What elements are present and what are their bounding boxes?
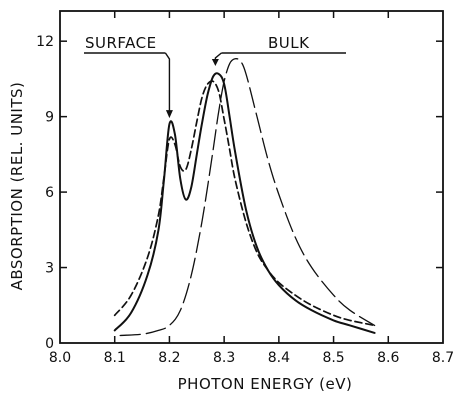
bulk-label: BULK (268, 34, 310, 52)
y-tick-label: 6 (45, 185, 54, 201)
x-tick-label: 8.5 (322, 350, 344, 366)
x-axis-title: PHOTON ENERGY (eV) (178, 375, 353, 393)
x-tick-label: 8.2 (158, 350, 180, 366)
series-line-short-dash (113, 80, 376, 327)
series-line-solid (113, 72, 376, 334)
series-line-long-dash (119, 58, 376, 337)
surface-arrowhead (165, 110, 173, 119)
y-axis-title: ABSORPTION (REL. UNITS) (8, 82, 26, 291)
surface-label: SURFACE (85, 34, 157, 52)
annotations-group: SURFACE BULK (84, 34, 346, 119)
y-tick-label: 12 (36, 34, 54, 50)
y-tick-label: 9 (45, 110, 54, 126)
x-tick-label: 8.0 (49, 350, 71, 366)
y-tick-label: 3 (45, 261, 54, 277)
bulk-arrowhead (211, 59, 219, 66)
x-tick-label: 8.7 (432, 350, 454, 366)
x-tick-label: 8.4 (268, 350, 290, 366)
surface-arrow-line (164, 52, 171, 113)
ticks-group: 8.0 8.1 8.2 8.3 8.4 8.5 8.6 8.7 0 3 6 9 12 (36, 11, 454, 366)
plot-frame (59, 10, 444, 344)
x-tick-label: 8.6 (377, 350, 399, 366)
series-group (113, 58, 376, 337)
x-tick-label: 8.1 (104, 350, 126, 366)
plot-frame-group (59, 10, 444, 344)
x-tick-label: 8.3 (213, 350, 235, 366)
bulk-arrow-line (214, 52, 222, 60)
y-tick-label: 0 (45, 336, 54, 352)
